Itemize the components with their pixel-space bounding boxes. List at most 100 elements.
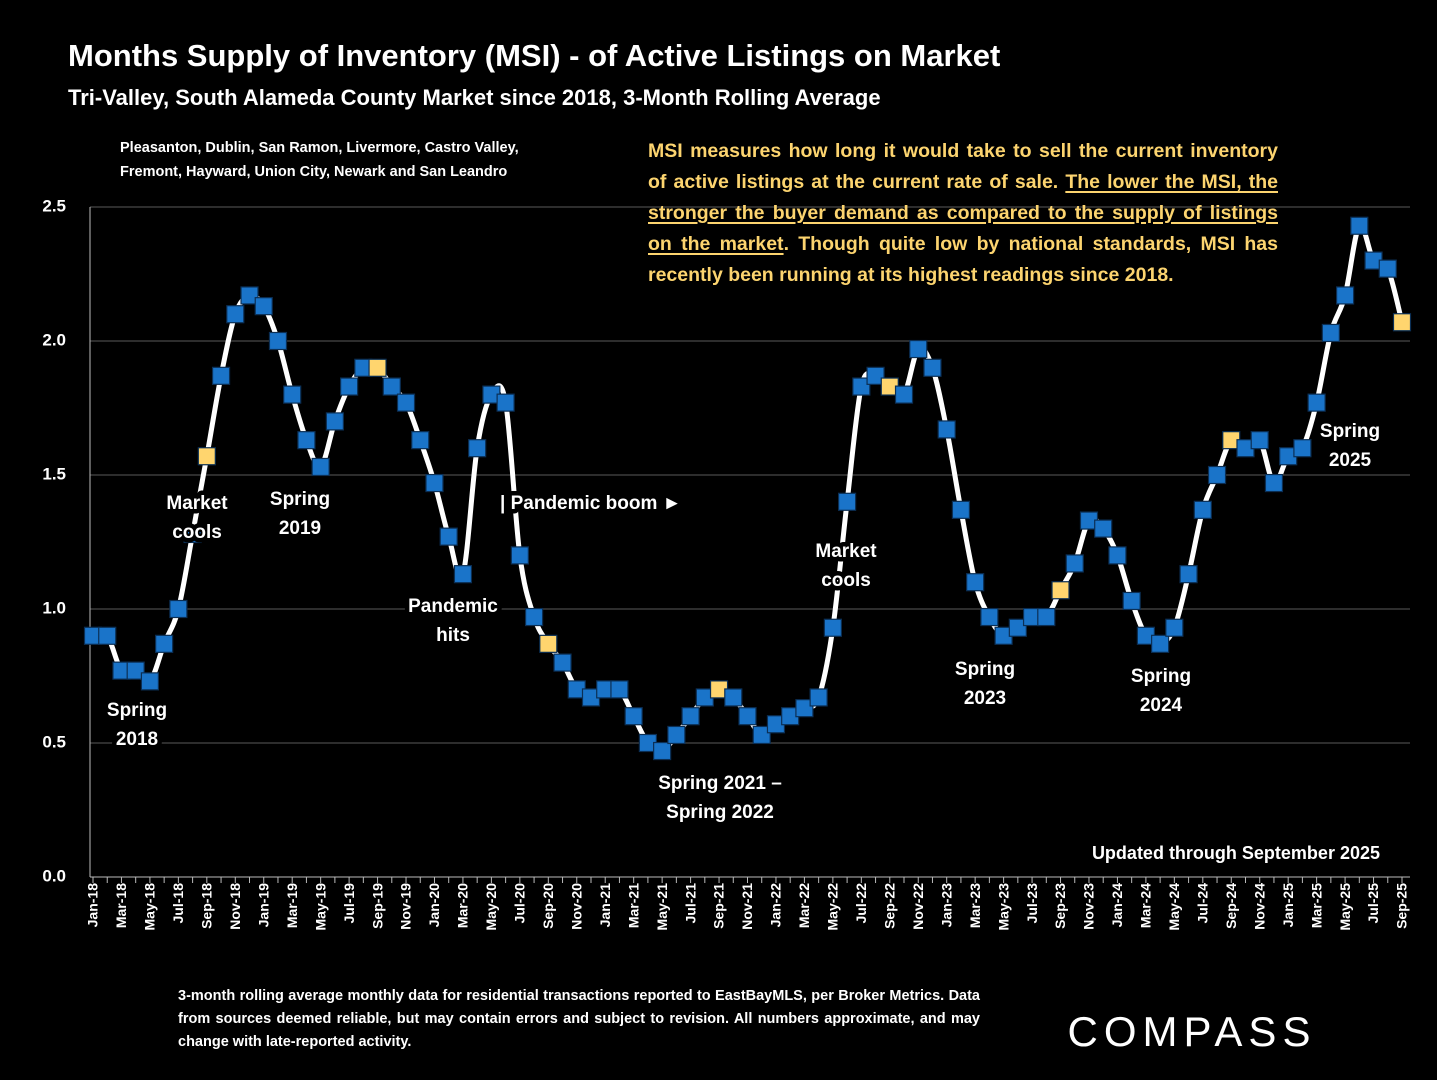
note-text: . Though quite low by national standards… — [648, 233, 1278, 286]
data-point — [866, 366, 885, 385]
data-point — [1151, 634, 1170, 653]
x-tick-label: Jul-23 — [1024, 883, 1040, 924]
x-tick-label: May-22 — [825, 883, 841, 931]
data-point — [1051, 581, 1070, 600]
chart-subtitle: Tri-Valley, South Alameda County Market … — [68, 85, 881, 110]
x-tick-label: May-18 — [142, 883, 158, 931]
data-point — [653, 741, 672, 761]
data-point — [624, 707, 643, 726]
x-tick-label: Sep-23 — [1052, 883, 1068, 929]
note-emphasis: The lower the MSI, the stronger the buye… — [648, 171, 1278, 255]
x-tick-label: Nov-20 — [568, 883, 584, 930]
x-tick-label: Nov-23 — [1081, 883, 1097, 930]
data-point — [311, 457, 330, 477]
annotation: Spring — [1131, 666, 1191, 687]
x-tick-label: Jul-21 — [682, 883, 698, 924]
data-point — [368, 358, 387, 377]
data-point — [1037, 607, 1056, 627]
annotation: 2019 — [279, 518, 321, 539]
region-text: Pleasanton, Dublin, San Ramon, Livermore… — [120, 140, 519, 156]
data-point — [951, 500, 971, 519]
data-point — [439, 527, 458, 546]
data-point — [980, 607, 999, 627]
data-point — [894, 385, 914, 404]
x-tick-label: Nov-21 — [739, 883, 755, 930]
x-tick-label: Jan-25 — [1280, 883, 1296, 928]
x-tick-label: May-24 — [1166, 883, 1182, 931]
data-point — [169, 599, 188, 619]
x-tick-label: Jan-24 — [1109, 883, 1125, 928]
x-tick-label: Nov-18 — [227, 883, 243, 930]
x-tick-label: Jul-25 — [1365, 883, 1381, 924]
x-tick-label: Nov-24 — [1251, 883, 1267, 930]
data-point — [226, 305, 245, 324]
x-tick-label: Mar-20 — [455, 883, 471, 928]
y-tick-label: 0.0 — [42, 866, 66, 885]
data-point — [667, 725, 686, 745]
data-point — [1207, 465, 1227, 485]
data-point — [468, 439, 487, 458]
x-tick-label: Jan-21 — [597, 883, 613, 928]
data-point — [1335, 286, 1355, 305]
x-tick-label: Jan-18 — [85, 883, 101, 928]
updated-text: Updated through September 2025 — [1092, 843, 1380, 863]
data-point — [240, 286, 259, 305]
data-point — [553, 653, 572, 672]
data-point — [1108, 546, 1127, 565]
y-tick-label: 1.5 — [42, 464, 66, 483]
annotation: 2025 — [1329, 450, 1372, 471]
data-point — [1094, 519, 1113, 538]
annotation: Spring 2022 — [666, 802, 774, 823]
grid — [90, 206, 1410, 878]
data-point — [937, 420, 956, 439]
data-point — [1321, 323, 1340, 343]
annotation: hits — [436, 625, 470, 646]
data-point — [340, 377, 359, 396]
data-point — [738, 707, 757, 726]
x-tick-label: Mar-19 — [284, 883, 300, 928]
data-point — [837, 492, 857, 511]
data-point — [909, 339, 928, 359]
x-tick-label: Mar-25 — [1308, 883, 1324, 928]
note-text: MSI measures how long it would take to s… — [648, 140, 1278, 193]
data-point — [823, 618, 842, 637]
annotation: Spring — [107, 700, 167, 721]
x-tick-label: Jul-24 — [1195, 883, 1211, 924]
annotation: 2018 — [116, 729, 158, 750]
data-point — [453, 565, 473, 584]
data-point — [809, 688, 828, 707]
data-point — [140, 672, 160, 691]
y-tick-label: 1.0 — [42, 598, 66, 617]
annotation: 2023 — [964, 688, 1006, 709]
x-tick-label: Mar-23 — [967, 883, 983, 928]
x-tick-label: May-21 — [654, 883, 670, 931]
data-point — [1122, 591, 1141, 611]
x-tick-label: Mar-22 — [796, 883, 812, 928]
x-tick-label: May-19 — [312, 883, 328, 931]
data-point — [539, 634, 558, 653]
x-tick-label: Jan-20 — [426, 883, 442, 928]
data-point — [1008, 618, 1027, 637]
annotation: Spring — [955, 659, 1015, 680]
x-tick-label: Sep-20 — [540, 883, 556, 929]
x-tick-label: Jul-18 — [170, 883, 186, 924]
data-point — [923, 358, 942, 377]
data-point — [496, 393, 515, 412]
annotation: Pandemic — [408, 596, 498, 617]
x-tick-label: Jan-19 — [255, 883, 271, 928]
data-point — [1179, 565, 1198, 584]
data-point — [1193, 500, 1212, 519]
region-text: Fremont, Hayward, Union City, Newark and… — [120, 164, 507, 180]
x-tick-label: Mar-21 — [625, 883, 641, 928]
data-point — [211, 366, 231, 385]
data-point — [1350, 216, 1369, 235]
data-point — [126, 661, 145, 680]
data-point — [425, 473, 444, 493]
data-point — [197, 447, 216, 466]
x-tick-label: Sep-24 — [1223, 883, 1239, 929]
data-point — [524, 607, 544, 627]
data-point — [382, 377, 401, 396]
data-point — [98, 626, 117, 645]
